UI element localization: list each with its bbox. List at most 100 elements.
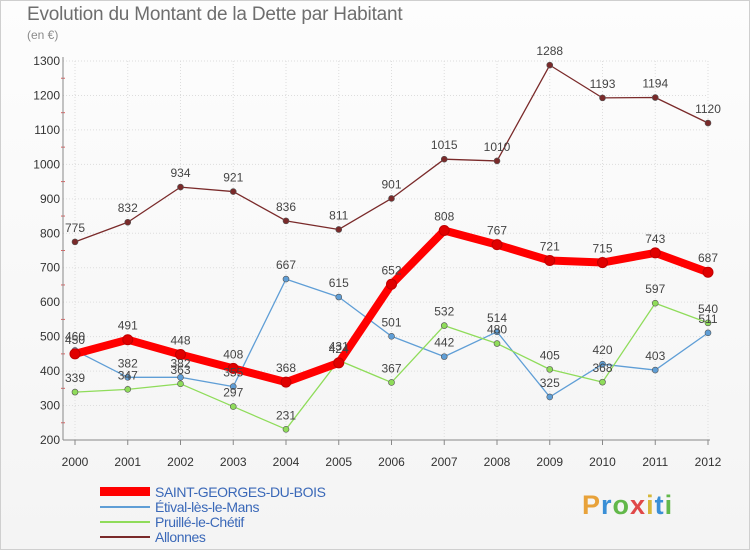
legend-label: Pruillé-le-Chétif (155, 514, 244, 530)
data-point (71, 388, 79, 396)
data-point (282, 275, 290, 283)
y-tick-label: 300 (40, 399, 60, 413)
x-tick-label: 2005 (325, 455, 352, 469)
legend-label: SAINT-GEORGES-DU-BOIS (155, 484, 326, 500)
data-point (649, 247, 661, 259)
data-point (544, 254, 556, 266)
data-label: 420 (592, 343, 612, 357)
data-point (438, 225, 450, 237)
brand-logo: Proxiti (582, 490, 674, 520)
data-label: 501 (381, 315, 401, 329)
data-point (122, 334, 134, 346)
data-point (440, 322, 448, 329)
y-tick-label: 1300 (33, 54, 60, 68)
data-point (386, 278, 397, 290)
data-point (229, 188, 237, 195)
data-label: 368 (276, 361, 296, 375)
data-label: 715 (592, 242, 612, 256)
data-label: 934 (170, 166, 190, 180)
data-point (491, 239, 503, 251)
data-label: 480 (487, 323, 507, 337)
data-point (546, 393, 554, 401)
y-tick-label: 600 (40, 295, 60, 309)
data-label: 382 (118, 356, 138, 370)
data-label: 808 (434, 210, 454, 224)
data-label: 901 (381, 177, 401, 191)
y-tick-label: 200 (40, 433, 60, 447)
data-label: 743 (645, 232, 665, 246)
data-label: 1193 (590, 77, 616, 91)
data-label: 325 (540, 376, 560, 390)
data-point (651, 299, 659, 307)
data-label: 460 (65, 329, 85, 343)
data-label: 403 (645, 349, 665, 363)
y-tick-label: 1100 (34, 123, 60, 137)
data-label: 431 (329, 339, 349, 353)
data-point (388, 332, 395, 340)
data-point (546, 366, 554, 373)
data-point (177, 183, 184, 191)
data-label: 1194 (642, 77, 668, 91)
data-label: 231 (276, 408, 296, 422)
legend-swatch (100, 536, 150, 538)
data-label: 1120 (695, 102, 721, 116)
x-tick-label: 2011 (642, 455, 668, 469)
x-tick-label: 2010 (589, 455, 616, 469)
data-point (227, 362, 239, 374)
data-label: 363 (170, 363, 190, 377)
data-point (493, 328, 501, 336)
y-tick-label: 1000 (33, 157, 60, 171)
data-point (71, 238, 79, 246)
data-point (599, 378, 606, 386)
legend-swatch (100, 506, 150, 508)
data-point (333, 357, 345, 369)
data-label: 540 (698, 302, 718, 316)
data-label: 775 (65, 221, 85, 235)
data-point (177, 373, 184, 381)
data-point (388, 195, 395, 202)
data-point (493, 340, 501, 347)
data-label: 811 (329, 208, 348, 222)
data-point (651, 94, 659, 101)
legend-label: Étival-lès-le-Mans (155, 499, 260, 515)
data-point (229, 383, 237, 390)
data-label: 297 (223, 386, 243, 400)
data-point (177, 380, 184, 388)
data-label: 687 (698, 251, 718, 265)
data-label: 615 (329, 276, 349, 290)
data-point (599, 360, 606, 368)
data-point (335, 293, 343, 301)
data-label: 408 (223, 347, 243, 361)
data-label: 405 (540, 348, 560, 362)
data-label: 424 (329, 342, 349, 356)
data-point (546, 61, 554, 69)
data-label: 514 (487, 311, 507, 325)
line-chart: 200 300 400 500 600 700 800 900 1000 1100 1200 1300… (33, 44, 721, 469)
data-label: 511 (698, 312, 717, 326)
data-point (280, 376, 292, 388)
data-label: 450 (65, 333, 85, 347)
data-label: 832 (118, 201, 138, 215)
data-point (335, 226, 343, 233)
data-label: 667 (276, 258, 296, 272)
data-label: 448 (170, 334, 190, 348)
data-point (651, 366, 659, 374)
data-label: 355 (223, 366, 243, 380)
data-label: 532 (434, 305, 454, 319)
x-tick-label: 2008 (484, 455, 511, 469)
data-point (388, 379, 395, 386)
data-label: 347 (118, 368, 138, 382)
data-label: 597 (645, 282, 665, 296)
data-label: 836 (276, 200, 296, 214)
unit-label: (en €) (27, 28, 59, 42)
data-point (282, 217, 290, 225)
y-tick-label: 800 (40, 226, 60, 240)
legend-swatch (100, 521, 150, 523)
data-point (282, 426, 290, 433)
data-label: 339 (65, 371, 85, 385)
data-point (702, 266, 714, 278)
chart-title: Evolution du Montant de la Dette par Hab… (27, 4, 403, 25)
data-point (597, 257, 608, 269)
data-label: 652 (381, 263, 401, 277)
